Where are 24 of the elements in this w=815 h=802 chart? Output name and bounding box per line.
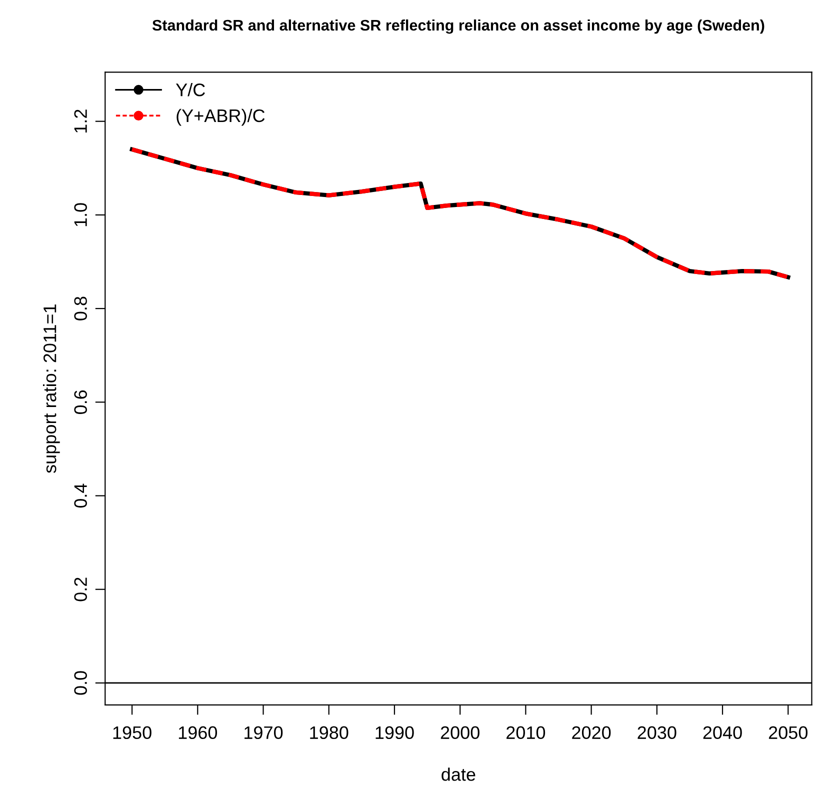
chart-title: Standard SR and alternative SR reflecting reliance on asset income by age (Sweden) (152, 19, 764, 34)
y-axis-title: support ratio: 2011=1 (43, 304, 60, 473)
x-tick-label: 1970 (244, 726, 283, 740)
y-tick-label: 0.2 (74, 578, 87, 602)
x-tick-label: 1960 (178, 726, 218, 740)
legend-label: (Y+ABR)/C (176, 108, 265, 126)
x-tick-label: 1980 (310, 726, 348, 740)
x-tick-label: 2000 (440, 726, 480, 740)
legend-label: Y/C (176, 83, 205, 96)
x-tick-label: 1950 (113, 726, 152, 740)
x-tick-label: 2020 (572, 726, 611, 740)
x-tick-label: 2050 (768, 726, 808, 740)
y-tick-label: 0.0 (74, 671, 87, 695)
y-tick-label: 0.8 (74, 296, 87, 320)
y-tick-label: 0.4 (74, 484, 87, 508)
x-tick-label: 2040 (703, 726, 742, 740)
y-tick-label: 1.2 (74, 110, 87, 132)
x-tick-label: 1990 (376, 726, 414, 740)
x-axis-title: date (442, 768, 476, 781)
x-tick-label: 2010 (506, 726, 546, 740)
y-tick-label: 0.6 (74, 390, 87, 414)
y-tick-label: 1.0 (74, 203, 87, 226)
line-series (130, 147, 790, 280)
x-tick-label: 2030 (638, 726, 676, 740)
